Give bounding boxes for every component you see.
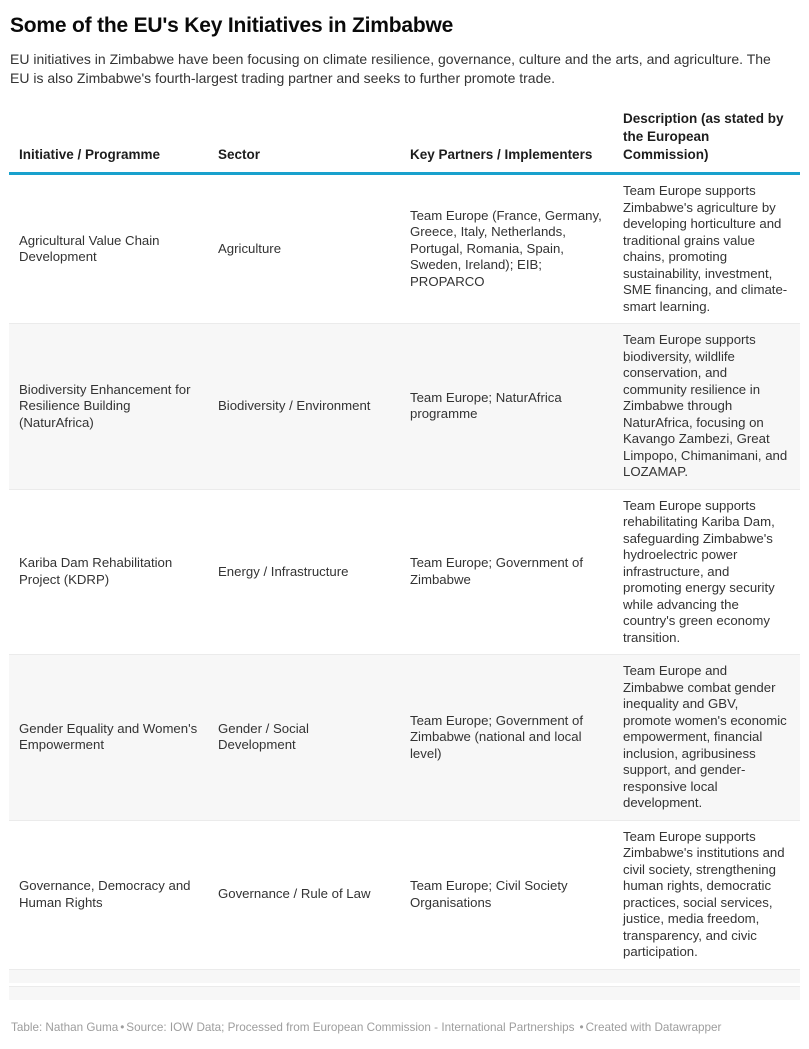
column-header-partners: Key Partners / Implementers — [400, 104, 613, 175]
table-row: Biodiversity Enhancement for Resilience … — [9, 323, 800, 489]
cell-partners: Team Europe; Civil Society Organisations — [400, 819, 613, 969]
cell-partners: Team Europe (France, Germany, Greece, It… — [400, 173, 613, 324]
cell-description: Team Europe supports Zimbabwe's agricult… — [613, 173, 800, 324]
table-credit: Table: Nathan Guma — [11, 1020, 119, 1034]
column-header-sector: Sector — [208, 104, 400, 175]
intro-text: EU initiatives in Zimbabwe have been foc… — [10, 51, 771, 86]
cell-sector: Agriculture — [208, 173, 400, 324]
cell-partners: Team Europe; NaturAfrica programme — [400, 323, 613, 489]
table-row: Governance, Democracy and Human Rights G… — [9, 819, 800, 969]
table-row: Gender Equality and Women's Empowerment … — [9, 654, 800, 820]
column-header-description: Description (as stated by the European C… — [613, 104, 800, 175]
page-title: Some of the EU's Key Initiatives in Zimb… — [10, 14, 454, 37]
datawrapper-credit-link[interactable]: Created with Datawrapper — [585, 1020, 722, 1034]
cell-sector: Governance / Rule of Law — [208, 819, 400, 969]
cell-sector: Energy / Infrastructure — [208, 488, 400, 655]
empty-cell — [9, 985, 800, 1000]
cell-description: Team Europe supports Zimbabwe's institut… — [613, 819, 800, 969]
cell-partners: Team Europe; Government of Zimbabwe — [400, 488, 613, 655]
cell-sector: Gender / Social Development — [208, 654, 400, 820]
cell-description: Team Europe supports rehabilitating Kari… — [613, 488, 800, 655]
source-credit: Source: IOW Data; Processed from Europea… — [126, 1020, 575, 1034]
empty-cell — [9, 968, 800, 983]
cell-initiative: Biodiversity Enhancement for Resilience … — [9, 323, 208, 489]
empty-row — [9, 968, 800, 983]
table-row: Kariba Dam Rehabilitation Project (KDRP)… — [9, 488, 800, 655]
cell-partners: Team Europe; Government of Zimbabwe (nat… — [400, 654, 613, 820]
footer-separator: • — [579, 1020, 584, 1034]
cell-description: Team Europe supports biodiversity, wildl… — [613, 323, 800, 489]
cell-initiative: Governance, Democracy and Human Rights — [9, 819, 208, 969]
column-header-initiative: Initiative / Programme — [9, 104, 208, 175]
table-row: Agricultural Value Chain Development Agr… — [9, 173, 800, 324]
cell-initiative: Kariba Dam Rehabilitation Project (KDRP) — [9, 488, 208, 655]
empty-row — [9, 985, 800, 1000]
cell-sector: Biodiversity / Environment — [208, 323, 400, 489]
cell-description: Team Europe and Zimbabwe combat gender i… — [613, 654, 800, 820]
initiatives-table: Initiative / Programme Sector Key Partne… — [9, 104, 800, 1000]
gap-cell — [9, 982, 800, 986]
cell-initiative: Gender Equality and Women's Empowerment — [9, 654, 208, 820]
cell-initiative: Agricultural Value Chain Development — [9, 173, 208, 324]
row-gap — [9, 982, 800, 986]
header-row: Initiative / Programme Sector Key Partne… — [9, 104, 800, 175]
